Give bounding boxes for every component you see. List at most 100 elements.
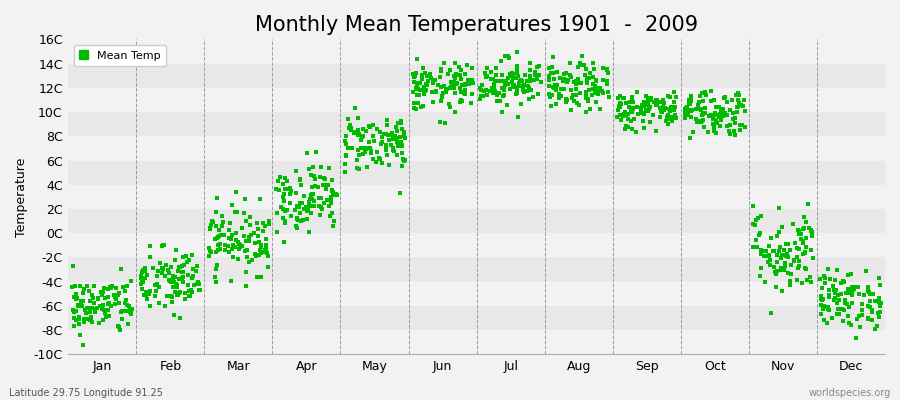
Point <box>165 294 179 300</box>
Point <box>158 273 173 280</box>
Bar <box>68 209 885 233</box>
Point <box>725 116 740 123</box>
Point <box>491 92 505 98</box>
Point <box>591 87 606 93</box>
Point <box>209 248 223 255</box>
Point <box>324 194 338 201</box>
Point <box>777 247 791 253</box>
Point <box>660 114 674 120</box>
Point <box>410 70 424 76</box>
Point <box>506 75 520 81</box>
Point <box>494 85 508 91</box>
Point <box>704 112 718 118</box>
Point <box>156 264 170 271</box>
Point <box>542 82 556 89</box>
Point <box>202 253 217 259</box>
Point <box>564 87 579 94</box>
Point <box>630 89 644 96</box>
Point <box>553 91 567 98</box>
Point <box>500 102 514 108</box>
Point <box>415 72 429 78</box>
Point <box>684 108 698 114</box>
Point <box>752 232 766 238</box>
Point <box>374 141 389 147</box>
Point <box>325 187 339 193</box>
Point <box>557 76 572 82</box>
Point <box>804 279 818 286</box>
Point <box>208 274 222 280</box>
Point <box>210 262 224 268</box>
Point <box>434 98 448 104</box>
Point <box>67 314 81 321</box>
Point <box>438 120 453 126</box>
Point <box>458 82 473 88</box>
Point <box>91 296 105 302</box>
Point <box>94 292 109 298</box>
Bar <box>68 233 885 258</box>
Point <box>433 119 447 126</box>
Point <box>644 97 658 103</box>
Point <box>95 288 110 295</box>
Point <box>356 126 371 132</box>
Point <box>389 135 403 141</box>
Point <box>453 85 467 92</box>
Point <box>383 131 398 138</box>
Point <box>271 178 285 184</box>
Point <box>154 270 168 276</box>
Point <box>245 257 259 263</box>
Point <box>249 274 264 280</box>
Point <box>82 305 96 312</box>
Point <box>213 232 228 238</box>
Point <box>514 100 528 107</box>
Point <box>851 284 866 290</box>
Point <box>296 206 310 212</box>
Point <box>84 316 98 322</box>
Point <box>868 325 883 332</box>
Point <box>172 276 186 282</box>
Point <box>167 274 182 280</box>
Point <box>560 97 574 104</box>
Point <box>625 94 639 101</box>
Point <box>788 258 802 264</box>
Point <box>289 168 303 174</box>
Point <box>448 59 463 66</box>
Point <box>578 72 592 78</box>
Point <box>164 292 178 299</box>
Point <box>117 288 131 294</box>
Point <box>163 293 177 299</box>
Point <box>684 95 698 101</box>
Point <box>112 324 126 330</box>
Point <box>796 251 811 258</box>
Point <box>65 284 79 290</box>
Point <box>586 86 600 93</box>
Point <box>546 84 561 90</box>
Point <box>278 186 293 192</box>
Point <box>506 82 520 88</box>
Point <box>210 195 224 201</box>
Point <box>779 252 794 258</box>
Point <box>502 71 517 78</box>
Point <box>250 232 265 239</box>
Point <box>462 80 476 87</box>
Point <box>798 244 813 250</box>
Point <box>355 134 369 140</box>
Point <box>184 252 199 258</box>
Point <box>625 107 639 114</box>
Point <box>76 316 91 322</box>
Point <box>182 288 196 294</box>
Point <box>613 112 627 118</box>
Point <box>76 298 90 304</box>
Point <box>507 84 521 90</box>
Point <box>156 241 170 248</box>
Point <box>258 236 273 242</box>
Point <box>505 78 519 85</box>
Point <box>429 88 444 94</box>
Point <box>166 277 180 284</box>
Point <box>510 49 525 55</box>
Point <box>649 128 663 134</box>
Point <box>523 67 537 73</box>
Point <box>114 315 129 322</box>
Point <box>784 271 798 278</box>
Point <box>361 138 375 145</box>
Point <box>410 92 424 98</box>
